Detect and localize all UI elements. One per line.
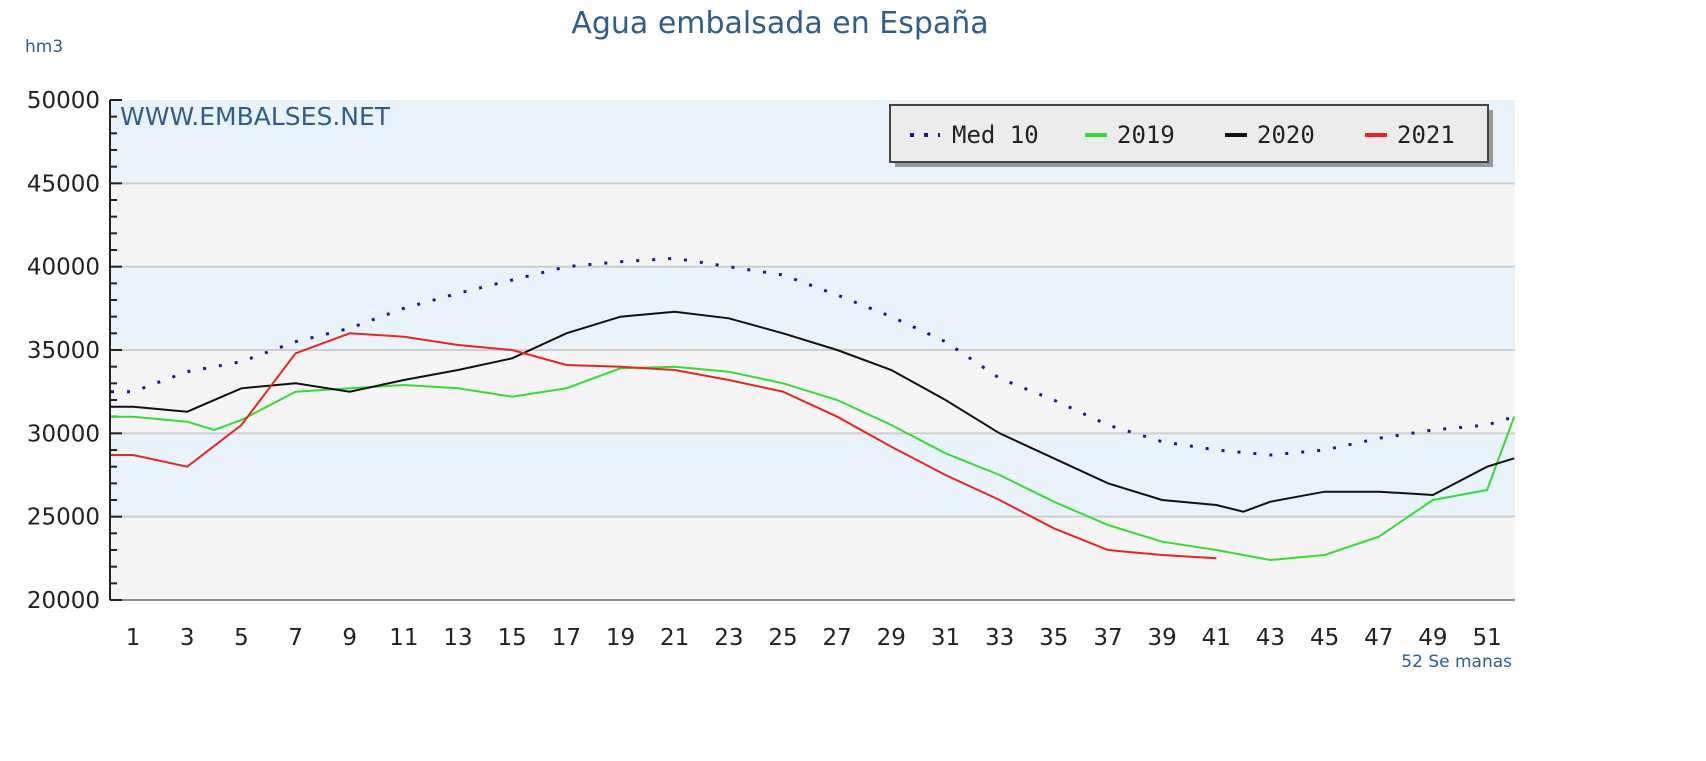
series-line-med-10 bbox=[111, 256, 1515, 457]
x-tick-label: 17 bbox=[552, 625, 581, 651]
y-tick-label: 25000 bbox=[27, 505, 100, 531]
x-tick-label: 29 bbox=[877, 625, 906, 651]
x-axis-label: 52 Se manas bbox=[1401, 652, 1512, 672]
y-tick-label: 45000 bbox=[27, 171, 100, 197]
x-tick-label: 39 bbox=[1147, 625, 1176, 651]
x-tick-label: 25 bbox=[768, 625, 797, 651]
y-axis-label: hm3 bbox=[25, 37, 63, 57]
legend: Med 10 2019 2020 2021 bbox=[889, 104, 1493, 167]
x-tick-label: 1 bbox=[126, 625, 141, 651]
x-tick-label: 23 bbox=[714, 625, 743, 651]
legend-label: 2021 bbox=[1397, 121, 1455, 149]
watermark: WWW.EMBALSES.NET bbox=[120, 102, 391, 131]
x-tick-label: 35 bbox=[1039, 625, 1068, 651]
x-tick-label: 49 bbox=[1418, 625, 1447, 651]
plot-band bbox=[110, 266, 1515, 350]
x-tick-label: 5 bbox=[234, 625, 249, 651]
x-tick-label: 43 bbox=[1256, 625, 1285, 651]
x-tick-label: 11 bbox=[389, 625, 418, 651]
x-tick-label: 37 bbox=[1093, 625, 1122, 651]
plot-band bbox=[110, 433, 1515, 517]
series-lines bbox=[111, 256, 1516, 562]
legend-label: 2019 bbox=[1117, 121, 1175, 149]
series-line-2021 bbox=[111, 332, 1217, 560]
plot-band bbox=[110, 183, 1515, 267]
legend-label: Med 10 bbox=[952, 121, 1039, 149]
x-tick-label: 47 bbox=[1364, 625, 1393, 651]
legend-box bbox=[889, 104, 1489, 163]
series-line-2019 bbox=[111, 365, 1516, 562]
x-tick-label: 45 bbox=[1310, 625, 1339, 651]
series-line-2020 bbox=[111, 310, 1515, 513]
x-tick-label: 51 bbox=[1472, 625, 1501, 651]
x-tick-label: 19 bbox=[606, 625, 635, 651]
y-tick-label: 30000 bbox=[27, 421, 100, 447]
plot-band bbox=[110, 516, 1515, 600]
y-tick-label: 20000 bbox=[27, 588, 100, 614]
x-tick-label: 13 bbox=[443, 625, 472, 651]
gridlines bbox=[110, 99, 1515, 601]
x-tick-label: 9 bbox=[342, 625, 357, 651]
chart-title: Agua embalsada en España bbox=[571, 6, 988, 41]
x-tick-labels: 1 3 5 7 9 11 13 15 17 19 21 23 25 27 29 31 33 35 37 39 41 43 4… bbox=[126, 625, 1502, 651]
x-tick-label: 7 bbox=[288, 625, 303, 651]
x-tick-label: 21 bbox=[660, 625, 689, 651]
x-tick-label: 27 bbox=[823, 625, 852, 651]
x-tick-label: 3 bbox=[180, 625, 195, 651]
legend-label: 2020 bbox=[1257, 121, 1315, 149]
y-tick-label: 35000 bbox=[27, 338, 100, 364]
y-tick-label: 50000 bbox=[27, 88, 100, 114]
x-tick-label: 31 bbox=[931, 625, 960, 651]
y-tick-labels: 50000 45000 40000 35000 30000 25000 20000 bbox=[27, 88, 100, 614]
x-tick-label: 33 bbox=[985, 625, 1014, 651]
x-tick-label: 41 bbox=[1202, 625, 1231, 651]
x-tick-label: 15 bbox=[498, 625, 527, 651]
y-tick-label: 40000 bbox=[27, 255, 100, 281]
